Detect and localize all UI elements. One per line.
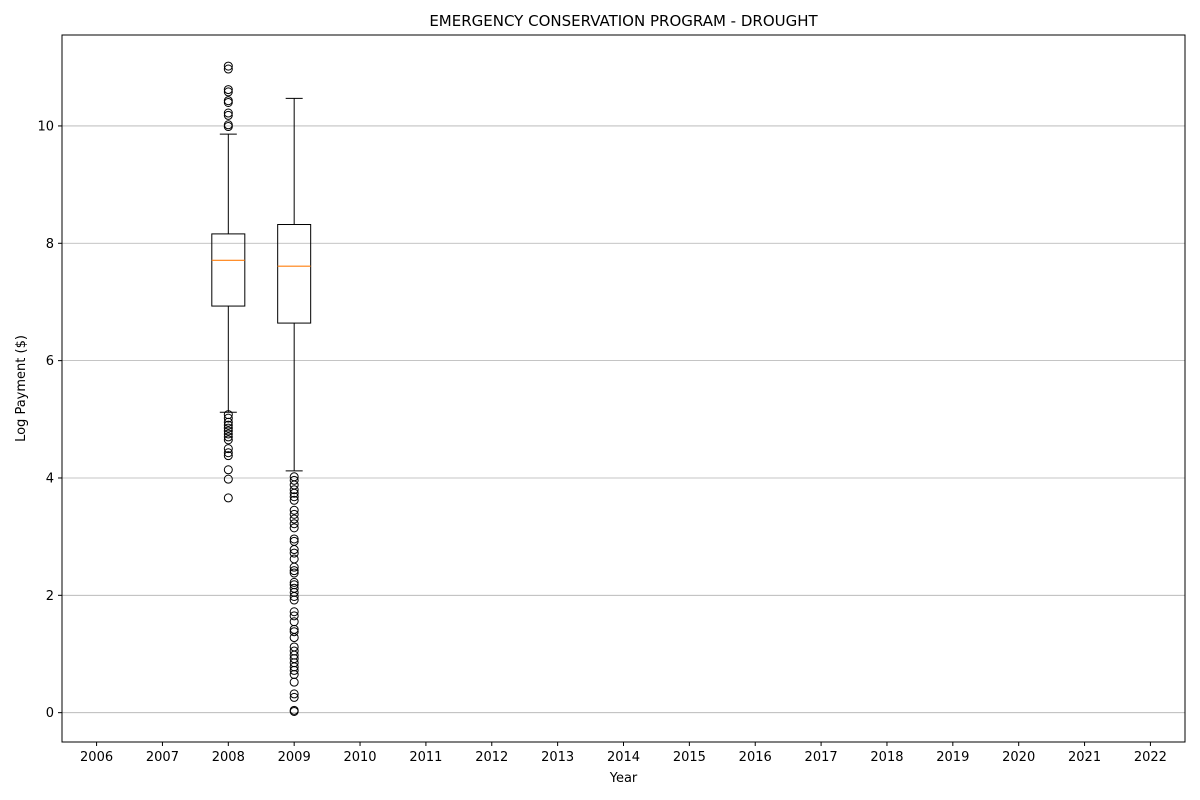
plot-frame	[61, 34, 1186, 743]
y-axis-label: Log Payment ($)	[14, 335, 29, 442]
outlier-point	[223, 420, 233, 430]
outlier-point	[223, 64, 233, 74]
outlier-point	[289, 562, 299, 572]
outlier-point	[223, 429, 233, 439]
outlier-point	[289, 523, 299, 533]
outlier-point	[289, 627, 299, 637]
outlier-point	[289, 566, 299, 576]
outlier-point	[223, 122, 233, 132]
x-tick-label: 2012	[475, 750, 508, 765]
x-tick-label: 2009	[278, 750, 311, 765]
outlier-point	[223, 413, 233, 423]
outlier-point	[223, 96, 233, 106]
outlier-point	[223, 97, 233, 107]
x-tick-label: 2021	[1068, 750, 1101, 765]
outlier-point	[289, 545, 299, 555]
outlier-point	[289, 617, 299, 627]
outlier-point	[223, 474, 233, 484]
outlier-point	[289, 492, 299, 502]
outlier-point	[289, 591, 299, 601]
outlier-point	[223, 85, 233, 95]
outlier-point	[223, 423, 233, 433]
outlier-point	[289, 554, 299, 564]
chart-title: EMERGENCY CONSERVATION PROGRAM - DROUGHT	[429, 12, 818, 30]
x-tick-label: 2007	[146, 750, 179, 765]
x-tick-label: 2020	[1002, 750, 1035, 765]
outlier-point	[223, 448, 233, 458]
x-tick-label: 2008	[212, 750, 245, 765]
y-tick-label: 8	[46, 237, 54, 252]
x-tick-label: 2010	[343, 750, 376, 765]
outlier-point	[289, 607, 299, 617]
outlier-point	[289, 480, 299, 490]
x-tick-label: 2022	[1134, 750, 1167, 765]
y-tick-label: 2	[46, 589, 54, 604]
outlier-point	[223, 87, 233, 97]
outlier-point	[289, 706, 299, 716]
outlier-point	[223, 120, 233, 130]
x-tick-label: 2006	[80, 750, 113, 765]
outlier-point	[289, 519, 299, 529]
outlier-point	[289, 568, 299, 578]
x-tick-label: 2013	[541, 750, 574, 765]
box-iqr	[277, 224, 312, 324]
outlier-point	[289, 534, 299, 544]
outlier-point	[223, 435, 233, 445]
outlier-point	[223, 465, 233, 475]
outlier-point	[289, 505, 299, 515]
outlier-point	[289, 485, 299, 495]
outlier-point	[289, 677, 299, 687]
outlier-point	[289, 548, 299, 558]
y-tick-label: 6	[46, 354, 54, 369]
x-tick-label: 2014	[607, 750, 640, 765]
outlier-point	[289, 577, 299, 587]
outlier-point	[223, 451, 233, 461]
outlier-point	[223, 110, 233, 120]
y-tick-label: 0	[46, 706, 54, 721]
x-tick-label: 2019	[936, 750, 969, 765]
x-tick-label: 2016	[739, 750, 772, 765]
box-iqr	[211, 233, 246, 307]
outlier-point	[289, 611, 299, 621]
outlier-point	[223, 108, 233, 118]
x-tick-label: 2015	[673, 750, 706, 765]
outlier-point	[289, 509, 299, 519]
box-2009	[277, 97, 312, 716]
x-tick-label: 2018	[870, 750, 903, 765]
outlier-point	[289, 665, 299, 675]
outlier-point	[223, 432, 233, 442]
y-tick-label: 4	[46, 471, 54, 486]
outlier-point	[289, 475, 299, 485]
outlier-point	[289, 514, 299, 524]
box-layer	[211, 61, 312, 716]
tick-layer: 0 2 4 6 8 10 2006 2007 2008 2009 2010 2011 2012 2013 2…	[37, 119, 1167, 765]
x-tick-label: 2017	[805, 750, 838, 765]
outlier-point	[223, 417, 233, 427]
x-tick-label: 2011	[409, 750, 442, 765]
grid-layer	[62, 125, 1185, 714]
outlier-point	[289, 488, 299, 498]
outlier-point	[289, 595, 299, 605]
box-2008	[211, 61, 246, 503]
outlier-point	[289, 689, 299, 699]
x-axis-label: Year	[609, 771, 638, 786]
outlier-point	[289, 692, 299, 702]
outlier-point	[289, 633, 299, 643]
outlier-point	[223, 444, 233, 454]
outlier-point	[223, 426, 233, 436]
outlier-point	[223, 61, 233, 71]
outlier-point	[223, 493, 233, 503]
y-tick-label: 10	[37, 119, 54, 134]
outlier-point	[289, 495, 299, 505]
